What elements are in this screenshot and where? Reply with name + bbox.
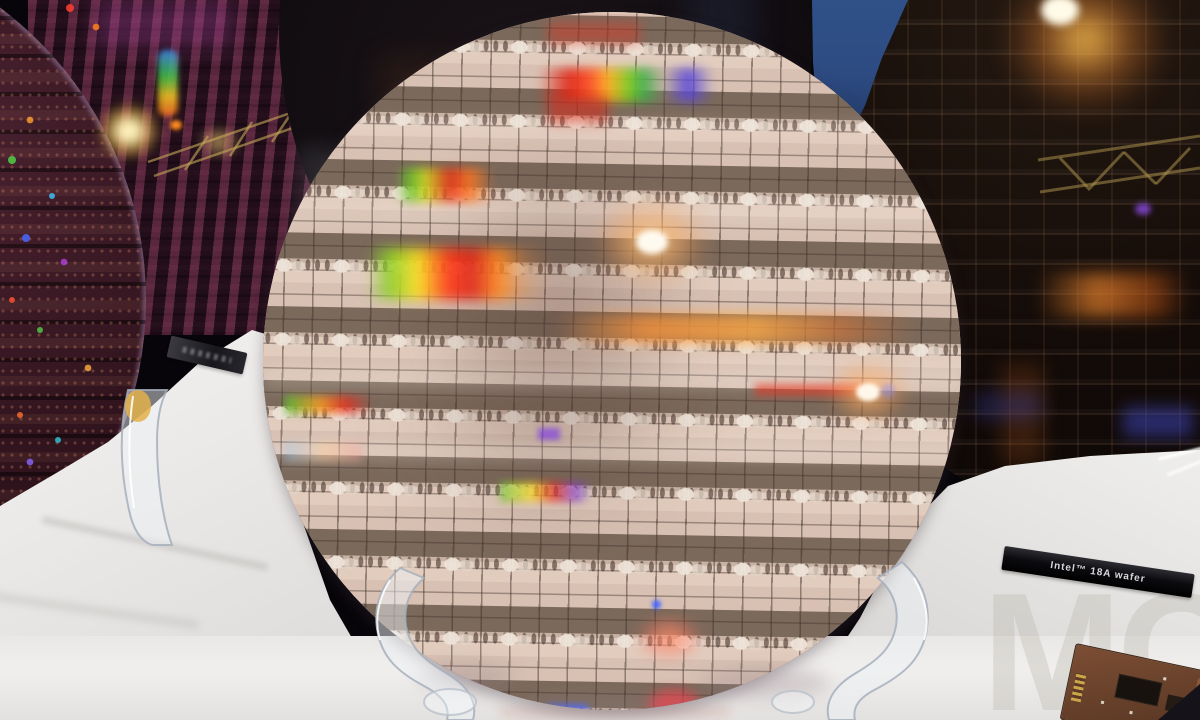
green-glint (700, 702, 710, 710)
light-sheen-band (263, 118, 961, 134)
red-tint-band (548, 22, 640, 44)
orange-glint (170, 120, 182, 130)
wafer-contact-shadow (700, 668, 830, 698)
rainbow-diffraction-streak (285, 396, 372, 414)
component (1162, 677, 1167, 681)
light-sheen-band (263, 442, 961, 462)
rainbow-diffraction-streak (396, 168, 494, 202)
lamp-reflection-core (636, 230, 668, 254)
blue-glint (652, 600, 661, 609)
rainbow-diffraction-streak (538, 68, 713, 102)
orange-diffraction-streak (556, 314, 916, 344)
blue-fringe (881, 384, 895, 398)
rim-blue-glint (545, 704, 589, 710)
rainbow-diffraction-streak (158, 50, 178, 116)
component (1100, 700, 1105, 705)
chip (1114, 673, 1163, 707)
pale-rainbow-streak (285, 442, 362, 462)
lamp-reflection-halo (1000, 0, 1170, 115)
rim-blue-glint (800, 704, 850, 710)
purple-haze-reflection (94, 0, 234, 48)
wafer-contact-shadow (420, 662, 515, 692)
rainbow-diffraction-streak (500, 482, 590, 502)
blue-diffraction-band (975, 393, 1041, 419)
lamp-reflection-core (1041, 0, 1079, 25)
component (1129, 710, 1133, 715)
lamp-reflection (196, 124, 242, 160)
red-reflection-glow (648, 690, 700, 710)
violet-glint (1135, 203, 1151, 215)
pink-reflection-glow (636, 616, 702, 660)
rim-purple-glint (899, 636, 911, 684)
wafer-contact-shadow (520, 698, 710, 712)
lamp-reflection-left (96, 101, 162, 161)
intel-18a-wafer (263, 12, 961, 710)
illegible-label-text (181, 346, 233, 364)
blue-diffraction-band (1123, 407, 1193, 437)
gold-pins (1070, 672, 1087, 703)
lamp-reflection-core (856, 383, 880, 401)
orange-smudge (1001, 365, 1043, 465)
rainbow-diffraction-streak (368, 248, 548, 300)
red-diffraction-bleed (548, 97, 608, 123)
orange-diffraction-band (1037, 273, 1187, 317)
violet-glint (538, 428, 560, 440)
